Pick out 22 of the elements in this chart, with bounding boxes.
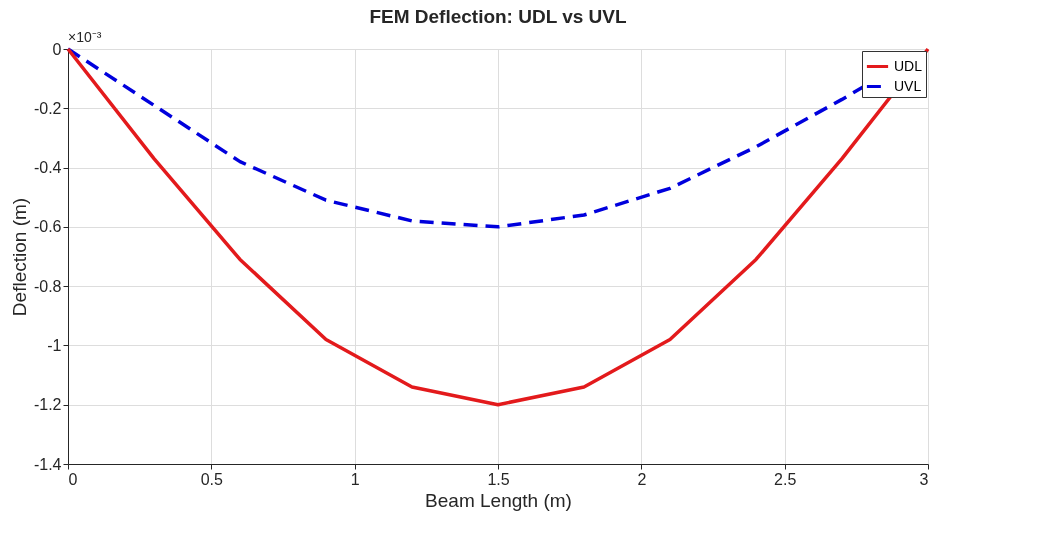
x-tick-label: 0 bbox=[68, 470, 78, 488]
chart-title: FEM Deflection: UDL vs UVL bbox=[369, 6, 628, 27]
legend-label: UDL bbox=[894, 57, 923, 74]
text: ×10⁻³ bbox=[68, 29, 102, 45]
y-tick-label: -0.4 bbox=[33, 159, 62, 177]
x-tick-label: 1 bbox=[350, 470, 360, 488]
y-tick-label: -1.2 bbox=[33, 396, 62, 414]
x-tick-label: 2.5 bbox=[774, 470, 797, 488]
y-tick-label: 0 bbox=[52, 40, 62, 58]
y-tick-label: -1.4 bbox=[33, 455, 62, 473]
x-tick-label: 0.5 bbox=[200, 470, 224, 488]
y-axis-title: Deflection (m) bbox=[8, 197, 30, 317]
line-series bbox=[66, 47, 930, 407]
y-tick-label: -0.2 bbox=[33, 99, 62, 117]
legend-label: UVL bbox=[894, 77, 922, 94]
x-axis-title: Beam Length (m) bbox=[425, 489, 572, 511]
y-tick-label: -0.8 bbox=[33, 277, 62, 295]
y-tick-label: -1 bbox=[47, 336, 62, 354]
x-tick-label: 3 bbox=[919, 470, 929, 488]
x-tick-label: 1.5 bbox=[487, 470, 510, 488]
x-tick-label: 2 bbox=[637, 470, 647, 488]
y-tick-label: -0.6 bbox=[33, 218, 62, 236]
